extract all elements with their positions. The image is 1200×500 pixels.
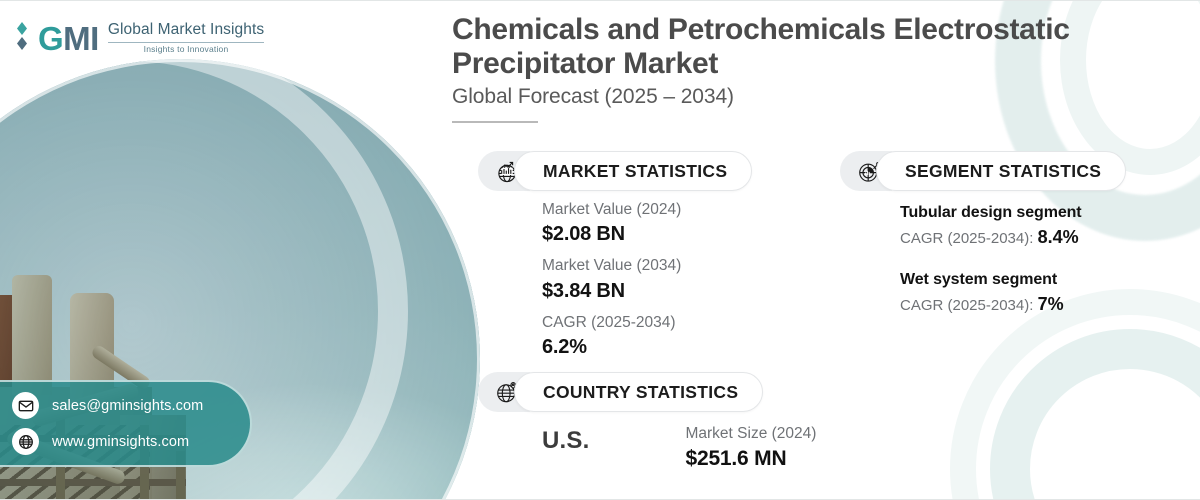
segment-metric-line: CAGR (2025-2034): 7% bbox=[900, 292, 1082, 317]
logo-letters-mi: MI bbox=[63, 19, 99, 57]
segment-item: Wet system segment CAGR (2025-2034): 7% bbox=[900, 268, 1082, 317]
page-title: Chemicals and Petrochemicals Electrostat… bbox=[452, 13, 1070, 80]
contact-email-row[interactable]: sales@gminsights.com bbox=[0, 392, 234, 419]
title-divider bbox=[452, 121, 538, 123]
market-statistics-label: MARKET STATISTICS bbox=[514, 151, 753, 191]
plant-chimney bbox=[0, 295, 14, 387]
segment-statistics-badge: SEGMENT STATISTICS bbox=[840, 151, 1127, 191]
market-value-2034-label: Market Value (2034) bbox=[542, 257, 682, 275]
segment-metric-value: 8.4% bbox=[1037, 227, 1079, 247]
contact-website-text: www.gminsights.com bbox=[52, 433, 190, 450]
logo-tagline: Insights to Innovation bbox=[143, 44, 229, 55]
contact-website-row[interactable]: www.gminsights.com bbox=[0, 428, 234, 455]
logo-wordmark: GMI bbox=[38, 22, 99, 55]
contact-panel: sales@gminsights.com www.gminsights.com bbox=[0, 380, 252, 467]
country-statistics-values: U.S. Market Size (2024) $251.6 MN bbox=[542, 423, 816, 472]
market-value-2034-value: $3.84 BN bbox=[542, 279, 625, 302]
segment-item: Tubular design segment CAGR (2025-2034):… bbox=[900, 201, 1082, 250]
gmi-logo[interactable]: GMI Global Market Insights Insights to I… bbox=[14, 21, 265, 55]
logo-diamond-icon bbox=[14, 21, 31, 55]
segment-name: Tubular design segment bbox=[900, 204, 1082, 221]
country-statistics-label: COUNTRY STATISTICS bbox=[514, 372, 764, 412]
market-value-2024-value: $2.08 BN bbox=[542, 223, 625, 246]
market-statistics-values: Market Value (2024) $2.08 BN Market Valu… bbox=[542, 199, 681, 368]
segment-statistics-label: SEGMENT STATISTICS bbox=[876, 151, 1127, 191]
market-value-2024-label: Market Value (2024) bbox=[542, 201, 682, 218]
segment-metric-label: CAGR (2025-2034): bbox=[900, 230, 1038, 247]
logo-company-name: Global Market Insights bbox=[107, 21, 265, 39]
market-cagr-value: 6.2% bbox=[542, 336, 587, 359]
country-name: U.S. bbox=[542, 427, 590, 454]
page-subtitle: Global Forecast (2025 – 2034) bbox=[452, 85, 734, 108]
contact-email-text: sales@gminsights.com bbox=[52, 397, 204, 414]
plant-deck bbox=[0, 479, 186, 486]
globe-icon bbox=[12, 428, 39, 455]
country-statistics-badge: COUNTRY STATISTICS bbox=[478, 372, 764, 412]
logo-divider bbox=[107, 42, 265, 44]
plant-stack-one bbox=[12, 275, 52, 395]
segment-metric-value: 7% bbox=[1037, 294, 1064, 315]
segment-statistics-values: Tubular design segment CAGR (2025-2034):… bbox=[900, 201, 1082, 335]
plant-column bbox=[176, 451, 185, 499]
country-market-size-label: Market Size (2024) bbox=[685, 425, 817, 442]
segment-metric-line: CAGR (2025-2034): 8.4% bbox=[900, 225, 1082, 250]
envelope-icon bbox=[12, 392, 39, 419]
logo-letter-g: G bbox=[38, 19, 64, 57]
decorative-arc-bottom-right bbox=[990, 329, 1200, 499]
segment-name: Wet system segment bbox=[900, 271, 1058, 289]
market-statistics-badge: MARKET STATISTICS bbox=[478, 151, 753, 191]
segment-metric-label: CAGR (2025-2034): bbox=[900, 297, 1038, 315]
country-market-size-block: Market Size (2024) $251.6 MN bbox=[685, 423, 816, 472]
country-market-size-value: $251.6 MN bbox=[685, 446, 787, 470]
logo-text-block: Global Market Insights Insights to Innov… bbox=[107, 21, 265, 55]
market-cagr-label: CAGR (2025-2034) bbox=[542, 313, 676, 331]
